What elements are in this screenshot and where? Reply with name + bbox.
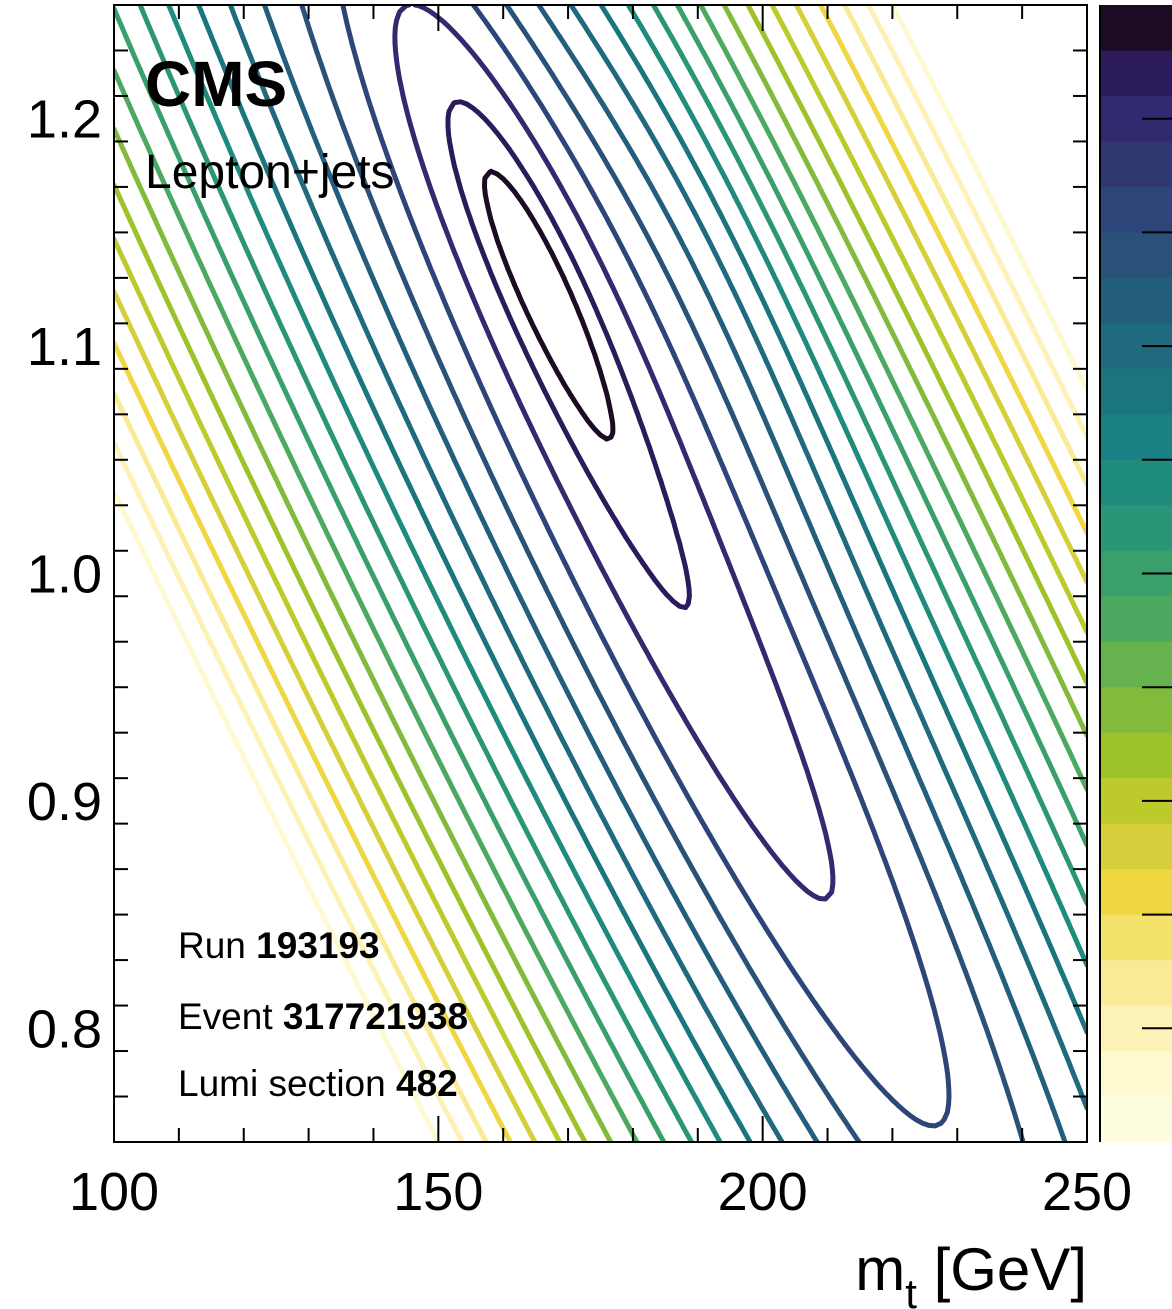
contour-level — [114, 5, 1087, 1142]
contour-level — [262, 5, 1068, 1142]
colorbar-band — [1100, 368, 1172, 415]
x-tick-label: 100 — [69, 1162, 159, 1222]
contour-level — [445, 99, 692, 611]
colorbar-band — [1100, 823, 1172, 870]
contour-level — [114, 5, 1087, 1142]
y-tick-label: 0.9 — [27, 772, 102, 832]
contour-level — [114, 5, 1087, 1142]
lumi-value: 482 — [396, 1063, 458, 1104]
colorbar-band — [1100, 1051, 1172, 1098]
contour-level — [114, 5, 1087, 1142]
lumi-info: Lumi section 482 — [178, 1063, 458, 1104]
run-info: Run 193193 — [178, 925, 380, 966]
plot-frame — [113, 4, 1088, 1143]
colorbar-band — [1100, 914, 1172, 961]
y-tick-label: 1.0 — [27, 545, 102, 605]
colorbar-band — [1100, 414, 1172, 461]
x-axis-label-unit: [GeV] — [934, 1236, 1087, 1303]
contour-level — [196, 5, 1087, 1142]
contour-level — [482, 168, 616, 442]
colorbar-band — [1100, 641, 1172, 688]
experiment-label: CMS — [145, 48, 287, 120]
y-tick-label: 1.2 — [27, 90, 102, 150]
x-axis-label-main: m — [855, 1236, 905, 1303]
contour-lines — [114, 5, 1087, 1142]
x-tick-label: 200 — [718, 1162, 808, 1222]
colorbar — [1099, 5, 1172, 1143]
colorbar-band — [1100, 1096, 1172, 1143]
x-axis-ticks: 100 150 200 250 — [69, 5, 1132, 1222]
colorbar-band — [1100, 869, 1172, 916]
x-axis-label: mt [GeV] — [855, 1236, 1087, 1309]
x-tick-label: 250 — [1042, 1162, 1132, 1222]
contour-level — [114, 5, 1087, 1142]
lumi-label: Lumi section — [178, 1063, 386, 1104]
colorbar-band — [1100, 505, 1172, 552]
contour-level — [137, 5, 1087, 1142]
contour-level — [114, 5, 1087, 1142]
run-value: 193193 — [256, 925, 379, 966]
contour-level — [340, 5, 952, 1129]
channel-label: Lepton+jets — [145, 146, 395, 199]
contour-level — [227, 5, 1087, 1142]
colorbar-band — [1100, 732, 1172, 779]
contour-level — [114, 5, 1087, 1142]
colorbar-band — [1100, 186, 1172, 233]
contour-level — [114, 5, 1087, 1142]
colorbar-band — [1100, 596, 1172, 643]
event-value: 317721938 — [283, 996, 468, 1037]
colorbar-band — [1100, 5, 1172, 52]
event-label: Event — [178, 996, 273, 1037]
x-tick-label: 150 — [393, 1162, 483, 1222]
x-axis-label-sub: t — [905, 1270, 917, 1309]
colorbar-band — [1100, 50, 1172, 97]
y-tick-label: 1.1 — [27, 317, 102, 377]
colorbar-band — [1100, 960, 1172, 1007]
contour-level — [114, 5, 1087, 1142]
colorbar-band — [1100, 141, 1172, 188]
colorbar-band — [1100, 277, 1172, 324]
contour-level — [392, 5, 836, 902]
run-label: Run — [178, 925, 246, 966]
contour-level — [299, 5, 1026, 1142]
colorbar-band — [1100, 687, 1172, 734]
y-axis-ticks: 0.8 0.9 1.0 1.1 1.2 — [27, 4, 1087, 1143]
y-tick-label: 0.8 — [27, 999, 102, 1059]
contour-level — [166, 5, 1087, 1142]
contour-level — [114, 5, 1087, 1142]
colorbar-band — [1100, 232, 1172, 279]
event-info: Event 317721938 — [178, 996, 468, 1037]
colorbar-band — [1100, 459, 1172, 506]
